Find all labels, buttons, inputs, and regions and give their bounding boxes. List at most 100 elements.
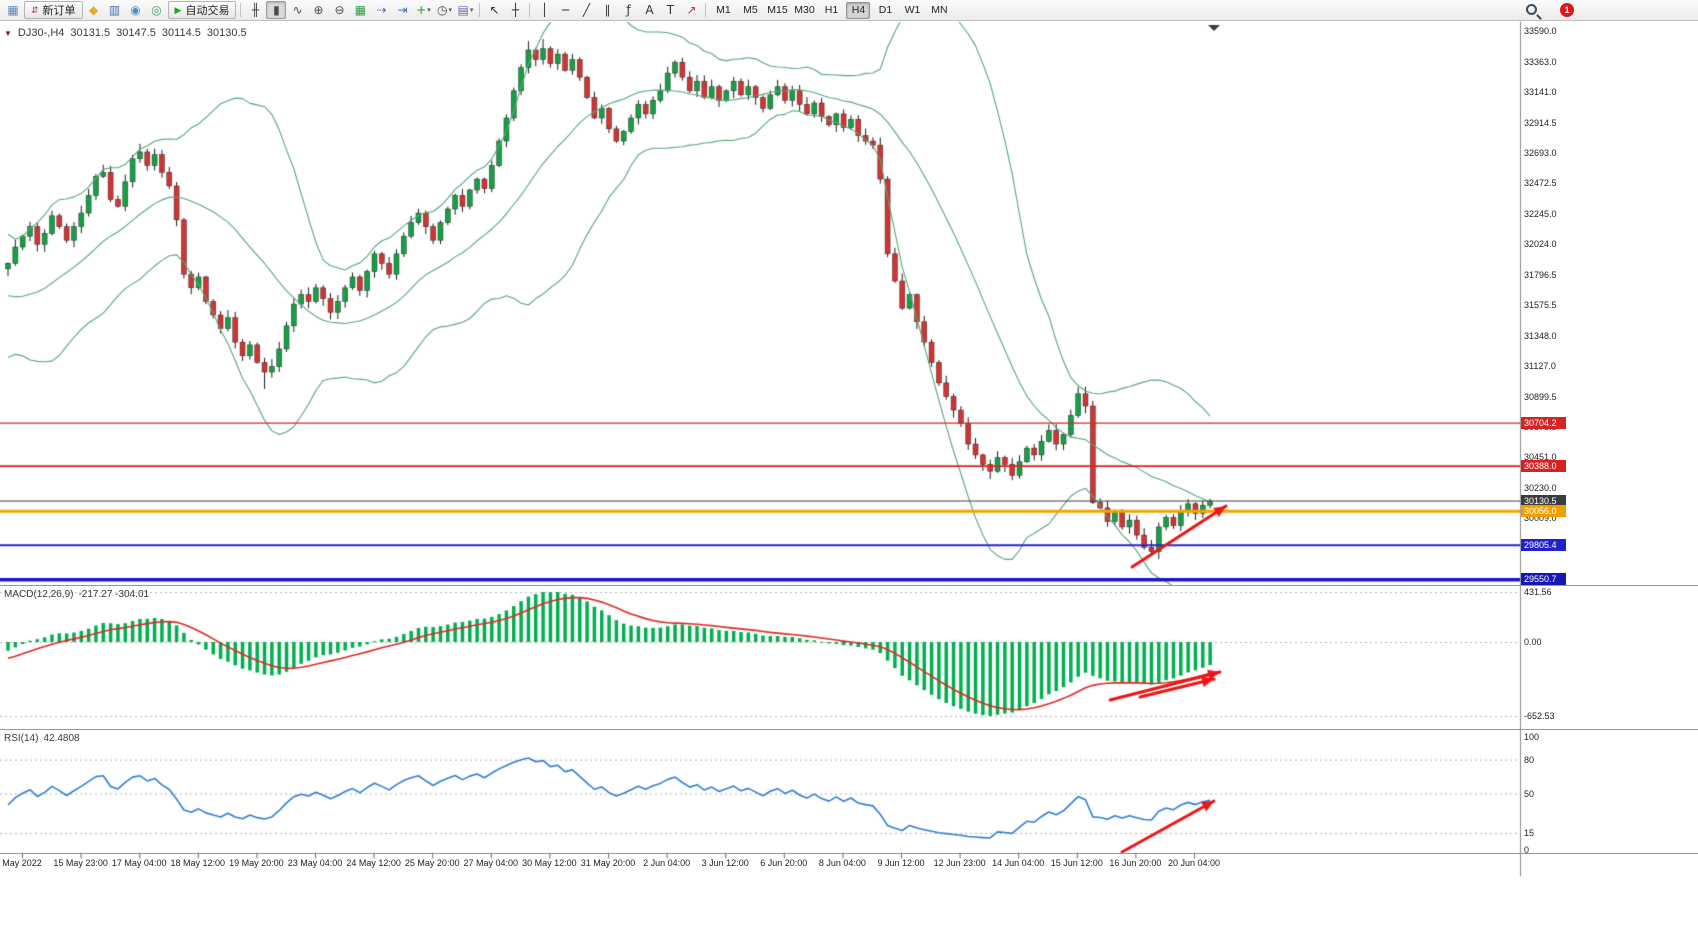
- panel-separator-rsi[interactable]: [0, 729, 1698, 730]
- time-label: 30 May 12:00: [522, 858, 577, 868]
- price-tick: 31575.5: [1524, 299, 1557, 310]
- arrows-icon[interactable]: ↗: [686, 3, 697, 17]
- time-label: 17 May 04:00: [111, 858, 167, 868]
- autotrading-button[interactable]: ▶ 自动交易: [167, 1, 237, 19]
- line-chart-icon[interactable]: ∿: [292, 3, 303, 17]
- panel-separator-timeaxis[interactable]: [0, 853, 1698, 854]
- data-window-icon[interactable]: ▥: [108, 3, 121, 17]
- price-badge: 30704.2: [1521, 416, 1566, 429]
- auto-scroll-icon[interactable]: ⇢: [376, 3, 387, 17]
- price-tick: 30899.5: [1524, 391, 1557, 402]
- time-label: 15 May 23:00: [53, 858, 108, 868]
- new-order-button[interactable]: ⇵ 新订单: [24, 1, 83, 19]
- timeframe-d1[interactable]: D1: [878, 4, 893, 16]
- zoom-out-icon[interactable]: ⊖: [334, 3, 345, 17]
- tile-windows-icon[interactable]: ▦: [354, 3, 367, 17]
- time-label: May 2022: [2, 858, 42, 868]
- price-badge: 30056.0: [1521, 504, 1566, 517]
- price-tick: 30451.0: [1524, 452, 1557, 463]
- chart-menu-icon[interactable]: ▼: [4, 28, 12, 38]
- price-tick: 31348.0: [1524, 330, 1557, 341]
- channel-icon[interactable]: ∥: [604, 3, 611, 17]
- indicators-icon-dropdown: ▾: [427, 6, 431, 14]
- toolbar: ▦ ⇵ 新订单 ◆ ▥ ◉ ◎ ▶ 自动交易 ╫ ▮ ∿ ⊕ ⊖ ▦ ⇢ ⇥ + ▾ ◷ ▾ ▤ ▾ ↖ ┼ │ ─ ╱ ∥ ƒ A T ↗ M1…: [0, 0, 1698, 21]
- rsi-tick: 80: [1524, 754, 1535, 765]
- price-badge: 30388.0: [1521, 459, 1566, 472]
- timeframe-h1[interactable]: H1: [824, 4, 839, 16]
- zoom-in-icon[interactable]: ⊕: [313, 3, 324, 17]
- time-label: 14 Jun 04:00: [992, 858, 1045, 868]
- terminal-icon[interactable]: ◎: [151, 3, 162, 17]
- price-badge: 29550.7: [1521, 573, 1566, 586]
- chart-high-value: 30147.5: [116, 27, 156, 39]
- periods-icon[interactable]: ◷ ▾: [436, 3, 452, 17]
- timeframe-w1[interactable]: W1: [904, 4, 921, 16]
- price-tick: 31127.0: [1524, 360, 1556, 371]
- chart-close-value: 30130.5: [206, 27, 247, 39]
- text-icon[interactable]: A: [645, 3, 654, 17]
- time-label: 25 May 20:00: [404, 858, 460, 868]
- time-label: 27 May 04:00: [463, 858, 519, 868]
- time-label: 18 May 12:00: [170, 858, 226, 868]
- timeframe-h4[interactable]: H4: [846, 1, 871, 19]
- time-label: 23 May 04:00: [287, 858, 343, 868]
- macd-tick: 0.00: [1524, 637, 1542, 647]
- rsi-tick: 0: [1524, 845, 1530, 855]
- periods-icon-dropdown: ▾: [448, 6, 452, 14]
- chart-symbol-period: DJ30-,H4: [17, 27, 65, 39]
- new-chart-icon[interactable]: ▦: [7, 3, 19, 17]
- price-tick: 32245.0: [1524, 208, 1557, 219]
- notification-badge[interactable]: 1: [1560, 3, 1574, 17]
- panel-separator-macd[interactable]: [0, 585, 1698, 586]
- crosshair-icon[interactable]: ┼: [511, 3, 520, 17]
- ohlc-bars-icon[interactable]: ╫: [251, 3, 260, 17]
- vertical-line-icon[interactable]: │: [540, 3, 549, 17]
- time-label: 31 May 20:00: [580, 858, 636, 868]
- templates-icon-dropdown: ▾: [469, 6, 474, 14]
- chart-open-value: 30131.5: [70, 27, 111, 39]
- new-order-button-label: 新订单: [42, 5, 76, 17]
- cursor-icon[interactable]: ↖: [489, 3, 500, 17]
- time-label: 3 Jun 12:00: [701, 858, 749, 868]
- time-label: 16 Jun 20:00: [1109, 858, 1162, 868]
- timeframe-m5[interactable]: M5: [743, 4, 758, 16]
- rsi-indicator-label: RSI(14) 42.4808: [4, 733, 80, 744]
- chart-shift-icon[interactable]: ⇥: [397, 3, 408, 17]
- chart-low-value: 30114.5: [161, 27, 201, 39]
- fibonacci-icon[interactable]: ƒ: [626, 3, 631, 17]
- timeframe-m15[interactable]: M15: [767, 4, 788, 16]
- trendline-icon[interactable]: ╱: [582, 3, 591, 17]
- timeframe-mn[interactable]: MN: [931, 4, 948, 16]
- toolbar-separator: [529, 3, 531, 17]
- timeframe-m1[interactable]: M1: [716, 4, 731, 16]
- time-label: 12 Jun 23:00: [933, 858, 986, 868]
- price-tick: 32693.0: [1524, 147, 1557, 158]
- price-tick: 33141.0: [1524, 87, 1557, 97]
- time-label: 8 Jun 04:00: [818, 858, 866, 868]
- templates-icon[interactable]: ▤ ▾: [457, 3, 474, 17]
- market-watch-icon[interactable]: ◆: [88, 3, 99, 17]
- price-tick: 33590.0: [1524, 26, 1557, 36]
- horizontal-line-icon[interactable]: ─: [561, 3, 570, 17]
- rsi-tick: 100: [1524, 732, 1540, 742]
- time-label: 2 Jun 04:00: [643, 858, 691, 868]
- toolbar-separator: [705, 3, 707, 17]
- indicators-icon[interactable]: + ▾: [416, 3, 431, 17]
- macd-indicator-label: MACD(12,26,9) -217.27 -304.01: [4, 589, 150, 600]
- price-tick: 31796.5: [1524, 269, 1557, 280]
- time-label: 24 May 12:00: [346, 858, 401, 868]
- navigator-icon[interactable]: ◉: [130, 3, 141, 17]
- price-tick: 30009.0: [1524, 512, 1557, 523]
- new-order-icon: ⇵: [31, 4, 39, 15]
- text-label-icon[interactable]: T: [666, 3, 675, 17]
- rsi-tick: 15: [1524, 828, 1535, 839]
- time-label: 6 Jun 20:00: [760, 858, 808, 868]
- price-badge: 29805.4: [1521, 538, 1566, 551]
- time-label: 15 Jun 12:00: [1050, 858, 1103, 868]
- candlestick-chart-icon[interactable]: ▮: [266, 1, 287, 19]
- autotrading-button-label: 自动交易: [185, 5, 230, 17]
- search-icon[interactable]: [1526, 4, 1537, 15]
- timeframe-m30[interactable]: M30: [794, 4, 815, 16]
